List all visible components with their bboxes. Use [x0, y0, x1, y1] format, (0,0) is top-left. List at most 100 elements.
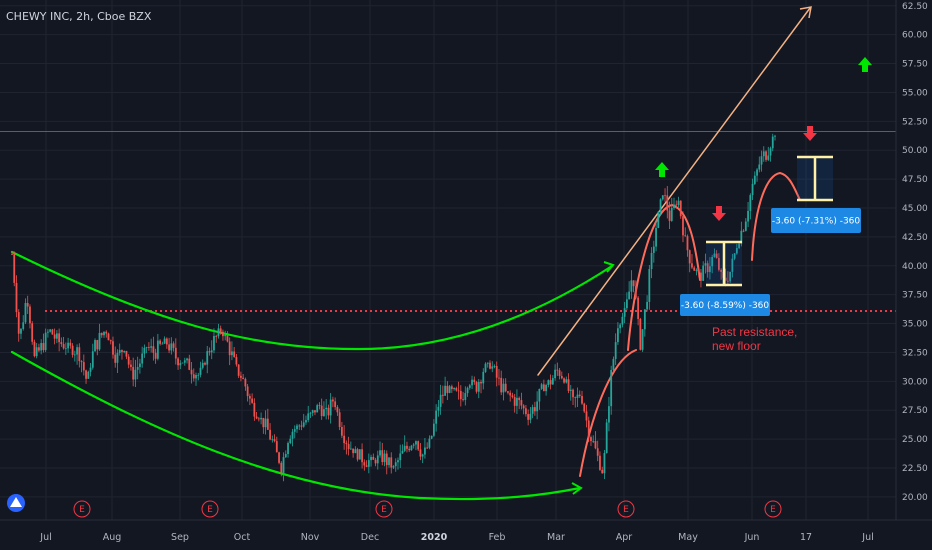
candle-body	[24, 302, 27, 323]
earnings-icon	[764, 500, 782, 518]
candle-body	[179, 363, 182, 366]
candle-body	[403, 445, 406, 451]
candle-body	[271, 439, 274, 441]
candle-body	[572, 389, 574, 398]
candle-body	[109, 340, 112, 342]
candle-body	[493, 365, 496, 367]
candle-body	[509, 392, 512, 396]
candle-body	[421, 454, 424, 457]
candle-body	[269, 429, 271, 440]
candle-body	[419, 449, 422, 457]
candle-body	[475, 382, 478, 392]
candle-body	[347, 444, 350, 450]
candle-body	[87, 371, 90, 379]
candle-body	[547, 380, 550, 386]
candle-body	[98, 332, 101, 350]
candle-body	[437, 406, 440, 411]
candle-body	[177, 358, 179, 366]
candle-body	[621, 316, 624, 325]
candle-body	[44, 332, 47, 351]
candle-body	[484, 363, 487, 372]
candle-body	[538, 388, 541, 402]
candle-body	[477, 381, 480, 392]
candle-body	[448, 386, 451, 393]
candle-body	[576, 394, 579, 398]
earnings-label: E	[623, 505, 629, 515]
candle-body	[302, 422, 305, 427]
candle-body	[401, 450, 404, 454]
candle-body	[406, 445, 408, 449]
candle-body	[147, 347, 150, 348]
candle-body	[713, 253, 716, 257]
candle-body	[466, 387, 469, 394]
candle-body	[560, 375, 563, 379]
candle-body	[219, 328, 222, 332]
candle-body	[150, 346, 153, 348]
candle-body	[394, 462, 397, 467]
candle-body	[67, 342, 70, 349]
candle-body	[282, 457, 285, 473]
candle-body	[257, 418, 260, 420]
candle-body	[40, 343, 43, 351]
candle-body	[289, 438, 292, 444]
candle-body	[343, 435, 346, 444]
candle-body	[507, 391, 509, 393]
candle-body	[329, 399, 332, 416]
candle-body	[397, 460, 399, 463]
candle-body	[275, 441, 278, 453]
candle-body	[453, 388, 455, 390]
candle-body	[491, 366, 494, 369]
candle-body	[188, 358, 191, 370]
candle-body	[78, 347, 81, 362]
candle-body	[64, 348, 67, 350]
candle-body	[430, 435, 433, 439]
candle-body	[686, 236, 689, 251]
candle-body	[58, 333, 61, 343]
candle-body	[82, 362, 85, 371]
candle-body	[168, 344, 170, 351]
candle-body	[29, 306, 31, 324]
candle-body	[367, 460, 370, 467]
candle-body	[628, 291, 631, 300]
candle-body	[215, 335, 218, 337]
candle-body	[650, 252, 653, 269]
candle-body	[412, 444, 415, 446]
candle-body	[11, 254, 13, 256]
lower-green-curve	[10, 350, 582, 501]
candle-body	[332, 399, 334, 402]
candle-body	[246, 386, 249, 397]
candle-body	[516, 397, 518, 406]
candle-body	[154, 352, 157, 359]
candle-body	[361, 449, 363, 463]
candle-body	[715, 253, 718, 259]
candle-body	[210, 350, 213, 353]
candle-body	[664, 195, 666, 197]
candle-body	[596, 448, 599, 456]
candle-body	[152, 346, 155, 353]
candle-body	[226, 334, 229, 342]
candle-body	[372, 456, 375, 460]
candle-body	[590, 437, 592, 442]
candle-body	[540, 384, 543, 389]
candle-body	[426, 447, 429, 449]
candle-body	[536, 401, 539, 412]
candle-body	[751, 183, 754, 196]
candle-body	[163, 338, 166, 344]
candle-body	[165, 338, 168, 345]
candle-body	[733, 253, 736, 259]
candle-body	[632, 280, 635, 287]
candle-body	[35, 347, 38, 357]
candle-body	[531, 407, 534, 414]
candle-body	[399, 453, 402, 461]
candle-body	[62, 344, 65, 349]
candle-body	[244, 378, 247, 387]
candle-body	[567, 379, 570, 391]
candle-body	[201, 362, 204, 368]
candle-body	[417, 441, 420, 450]
candle-body	[648, 268, 651, 302]
candle-body	[695, 269, 698, 271]
candle-body	[771, 136, 774, 149]
candle-body	[486, 362, 489, 364]
